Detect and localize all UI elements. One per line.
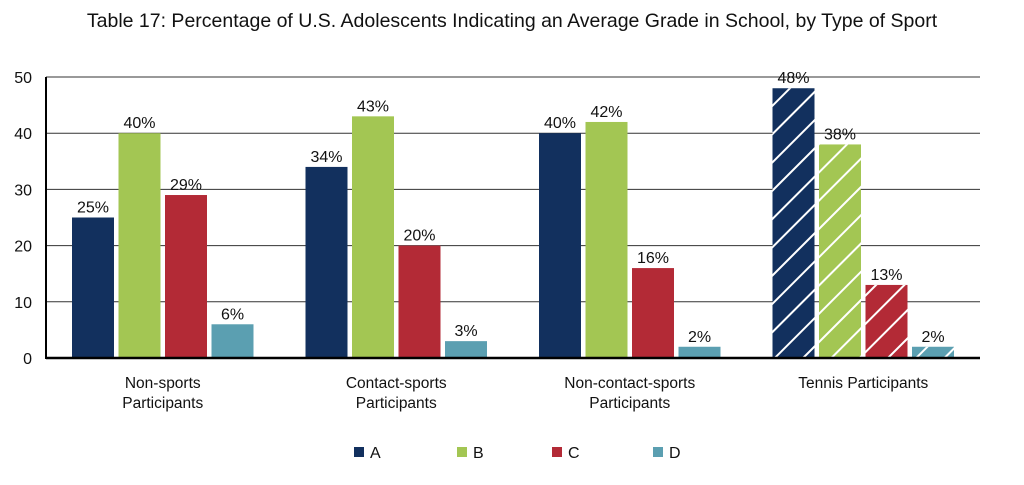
data-label: 13% [870,267,902,284]
data-label: 29% [170,177,202,194]
data-label: 3% [454,323,477,340]
y-tick-label: 30 [14,182,32,199]
bar-hatch [865,284,908,358]
y-tick-label: 50 [14,70,32,87]
legend-swatch-c [552,447,562,457]
legend-label: D [669,445,681,462]
bar-a [72,217,114,358]
legend-swatch-d [653,447,663,457]
x-category-label: Non-sports [125,375,201,392]
data-label: 6% [221,306,244,323]
bar-hatch [772,88,815,359]
x-category-label: Non-contact-sports [564,375,695,392]
bar-d [678,346,721,358]
bar-a [305,166,348,358]
x-category-label: Tennis Participants [798,375,928,392]
data-label: 2% [921,329,944,346]
data-label: 48% [777,70,809,87]
x-category-label: Participants [589,395,670,412]
data-label: 34% [310,149,342,166]
data-label: 40% [123,115,155,132]
y-tick-label: 0 [23,351,32,368]
x-category-label: Contact-sports [346,375,447,392]
data-label: 40% [544,115,576,132]
x-category-label: Participants [356,395,437,412]
bar-d [445,341,487,358]
y-tick-label: 40 [14,126,32,143]
data-label: 2% [688,329,711,346]
legend-swatch-b [457,447,467,457]
bar-hatch [912,346,954,358]
bar-c [632,268,674,358]
x-category-label: Participants [122,395,203,412]
data-label: 16% [637,250,669,267]
bar-c [165,195,207,358]
legend-label: B [473,445,484,462]
bar-b [352,116,394,358]
data-label: 38% [824,126,856,143]
legend-label: A [370,445,381,462]
data-label: 20% [403,228,435,245]
y-tick-label: 10 [14,295,32,312]
bar-c [398,245,441,358]
legend-label: C [568,445,580,462]
data-label: 25% [77,200,109,217]
legend-swatch-a [354,447,364,457]
data-label: 43% [357,98,389,115]
bar-hatch [819,144,861,358]
bar-b [585,121,628,359]
y-tick-label: 20 [14,239,32,256]
bar-d [211,324,254,358]
bar-a [539,133,581,358]
data-label: 42% [590,104,622,121]
bar-b [118,133,161,358]
chart-title: Table 17: Percentage of U.S. Adolescents… [87,10,938,32]
